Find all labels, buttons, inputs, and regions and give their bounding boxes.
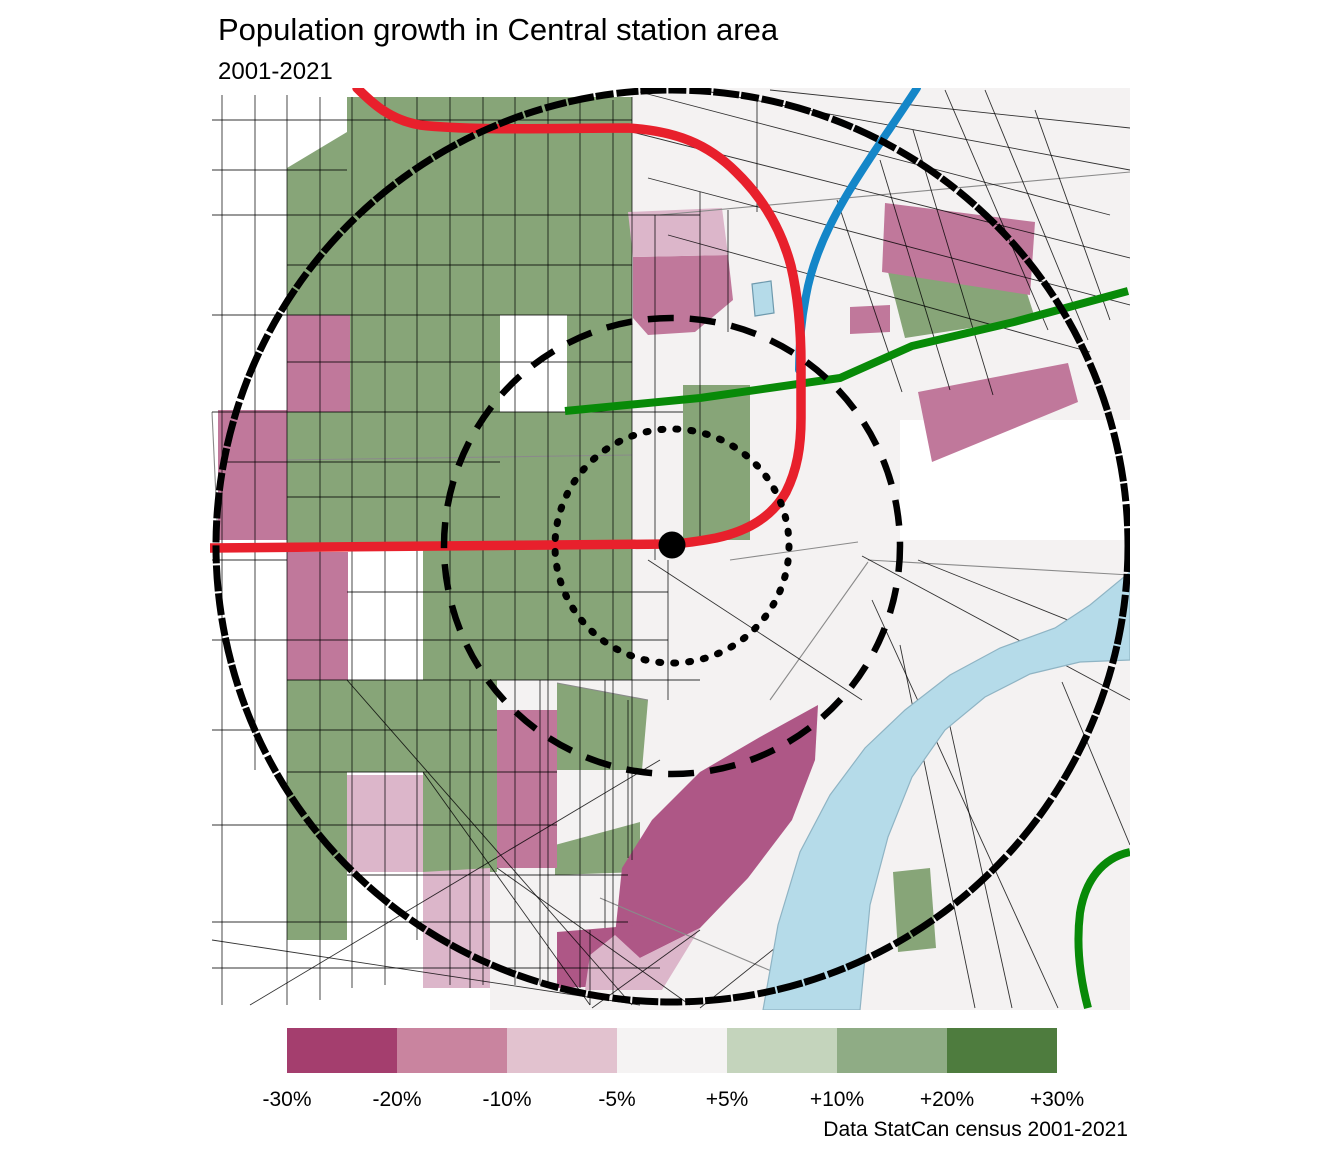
legend-label: +30% [1029, 1088, 1085, 1111]
legend-label: -5% [598, 1088, 636, 1111]
census-tract [287, 412, 632, 545]
census-tract [893, 868, 936, 952]
census-tract [287, 680, 497, 772]
road-line [1061, 681, 1130, 846]
census-tract [918, 363, 1078, 462]
road-line [871, 599, 1059, 1009]
census-tract [882, 203, 1035, 295]
road-line [211, 939, 641, 1006]
boundary-line [211, 411, 219, 541]
buffer-circle-inner [551, 425, 793, 667]
legend-label: -20% [372, 1088, 422, 1111]
road-line [591, 929, 701, 1009]
census-tract [555, 822, 640, 875]
legend-label: +20% [919, 1088, 975, 1111]
census-tract [287, 552, 348, 680]
census-tract [287, 315, 350, 412]
road-line [836, 199, 903, 393]
legend-swatch [287, 1028, 397, 1073]
legend-swatch [837, 1028, 947, 1073]
boundary-line [659, 171, 1130, 216]
transit-line-green [564, 287, 1130, 415]
census-tract [615, 705, 818, 958]
census-tract [423, 868, 490, 988]
census-tract [567, 315, 632, 412]
road-line [879, 159, 951, 391]
road-line [984, 89, 1089, 341]
legend-swatch [617, 1028, 727, 1073]
boundary-line [769, 561, 869, 701]
boundary-line [556, 682, 649, 701]
road-line [667, 234, 1091, 353]
station-marker [658, 531, 686, 559]
census-tract [423, 772, 497, 872]
road-line [1034, 109, 1111, 321]
census-tract [218, 410, 287, 540]
road-line [861, 555, 1130, 701]
data-source-caption: Data StatCan census 2001-2021 [823, 1118, 1128, 1141]
legend-color-bar [287, 1028, 1057, 1073]
legend-label: -10% [482, 1088, 532, 1111]
census-tract [633, 255, 733, 335]
road-line [944, 89, 1049, 331]
page-title: Population growth in Central station are… [218, 12, 779, 47]
road-line [346, 679, 633, 1006]
river [762, 571, 1130, 1010]
buffer-circle-middle [440, 314, 904, 778]
road-line [249, 759, 661, 1006]
buffer-ring-layer [212, 88, 1130, 1006]
page-subtitle: 2001-2021 [218, 58, 333, 85]
census-tract [497, 710, 557, 868]
legend-labels: -30% -20% -10% -5% +5% +10% +20% +30% [262, 1088, 1084, 1114]
census-tract [350, 315, 500, 412]
buffer-circle-outer [212, 88, 1130, 1006]
road-line [496, 867, 691, 1006]
road-line [647, 177, 1130, 306]
legend-swatch [397, 1028, 507, 1073]
census-tract [850, 305, 890, 334]
legend-label: +10% [809, 1088, 865, 1111]
road-line [912, 129, 994, 396]
legend-label: -30% [262, 1088, 312, 1111]
road-layer [211, 89, 1130, 1009]
road-line [941, 689, 1013, 1009]
legend-swatch [947, 1028, 1057, 1073]
census-tract [683, 385, 750, 540]
legend-label: +5% [705, 1088, 749, 1111]
map-layers [210, 88, 1130, 1010]
census-tract [585, 928, 700, 990]
legend-swatch [727, 1028, 837, 1073]
legend-swatch [507, 1028, 617, 1073]
road-line [422, 771, 591, 1006]
boundary-line [867, 559, 1130, 576]
transit-line-green-south [1074, 848, 1130, 1010]
water-layer [751, 280, 1130, 1010]
road-line [769, 89, 1130, 129]
boundary-line [729, 541, 859, 561]
pond [751, 280, 775, 317]
